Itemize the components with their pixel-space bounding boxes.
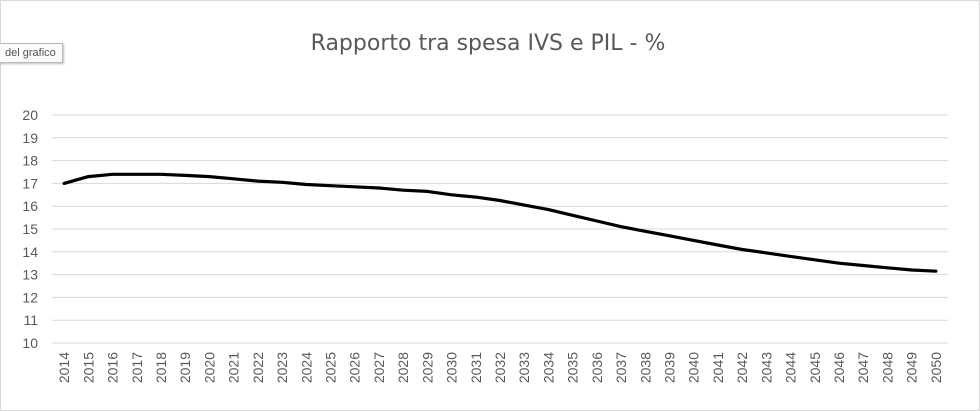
x-tick-label: 2034 [540, 352, 556, 383]
x-tick-label: 2037 [613, 352, 629, 383]
x-tick-label: 2039 [662, 352, 678, 383]
x-tick-label: 2027 [371, 352, 387, 383]
x-tick-label: 2014 [56, 352, 72, 383]
x-tick-label: 2033 [516, 352, 532, 383]
y-axis-ticks: 10 11 12 13 14 15 16 17 18 19 20 [22, 107, 38, 351]
x-tick-label: 2044 [783, 352, 799, 383]
x-tick-label: 2032 [492, 352, 508, 383]
y-tick-label: 15 [22, 221, 38, 237]
x-tick-label: 2028 [395, 352, 411, 383]
y-tick-label: 12 [22, 289, 38, 305]
x-tick-label: 2026 [347, 352, 363, 383]
x-tick-label: 2020 [201, 352, 217, 383]
x-tick-label: 2050 [928, 352, 944, 383]
x-tick-label: 2048 [879, 352, 895, 383]
y-tick-label: 20 [22, 107, 38, 123]
y-tick-label: 13 [22, 267, 38, 283]
x-tick-label: 2023 [274, 352, 290, 383]
x-tick-label: 2025 [322, 352, 338, 383]
series-layer [62, 172, 938, 273]
y-tick-label: 11 [23, 312, 38, 328]
y-tick-label: 10 [22, 335, 38, 351]
x-axis-ticks: 2014 2015 2016 2017 2018 2019 2020 2021 2022 2023… [56, 352, 944, 383]
x-tick-label: 2042 [734, 352, 750, 383]
series-line-0 [62, 172, 938, 273]
y-tick-label: 18 [22, 153, 38, 169]
x-tick-label: 2045 [807, 352, 823, 383]
x-tick-label: 2046 [831, 352, 847, 383]
x-tick-label: 2015 [80, 352, 96, 383]
gridlines [52, 114, 948, 344]
x-tick-label: 2041 [710, 352, 726, 383]
y-tick-label: 16 [22, 198, 38, 214]
x-tick-label: 2031 [468, 352, 484, 383]
y-tick-label: 19 [22, 130, 38, 146]
chart-title: Rapporto tra spesa IVS e PIL - % [311, 31, 666, 56]
chart-tooltip: del grafico [0, 43, 63, 63]
x-tick-label: 2021 [226, 352, 242, 383]
x-tick-label: 2018 [153, 352, 169, 383]
x-tick-label: 2047 [855, 352, 871, 383]
x-tick-label: 2049 [904, 352, 920, 383]
x-tick-label: 2030 [444, 352, 460, 383]
x-tick-label: 2017 [129, 352, 145, 383]
x-tick-label: 2040 [686, 352, 702, 383]
x-tick-label: 2038 [637, 352, 653, 383]
x-tick-label: 2036 [589, 352, 605, 383]
x-tick-label: 2029 [419, 352, 435, 383]
x-tick-label: 2043 [758, 352, 774, 383]
y-tick-label: 14 [22, 244, 38, 260]
x-tick-label: 2019 [177, 352, 193, 383]
x-tick-label: 2016 [105, 352, 121, 383]
x-tick-label: 2024 [298, 352, 314, 383]
x-tick-label: 2022 [250, 352, 266, 383]
y-tick-label: 17 [22, 175, 38, 191]
x-tick-label: 2035 [565, 352, 581, 383]
